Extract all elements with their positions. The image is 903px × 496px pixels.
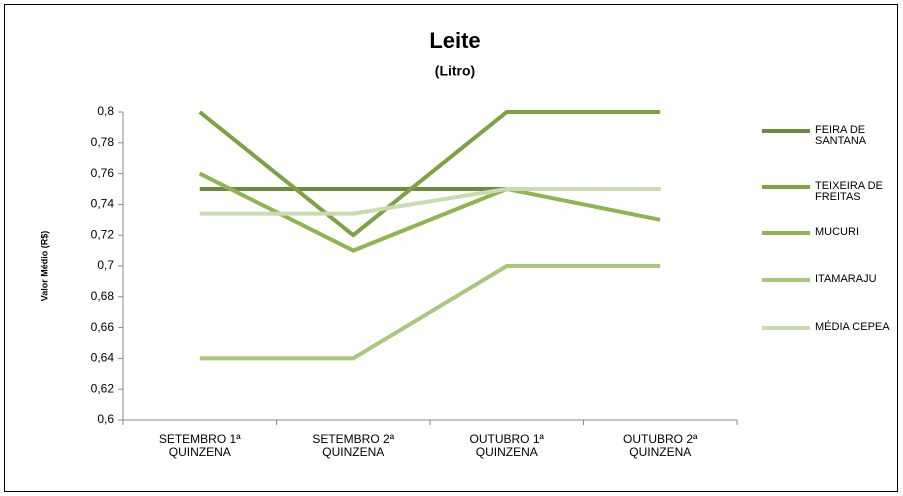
y-tick-label: 0,74 xyxy=(91,197,115,211)
series-line xyxy=(199,187,661,216)
y-tick-label: 0,78 xyxy=(91,135,115,149)
legend-label: FEIRA DE SANTANA xyxy=(815,124,867,147)
series-line xyxy=(199,264,661,361)
y-tick-label: 0,7 xyxy=(97,258,114,272)
chart-border xyxy=(4,4,898,492)
x-tick-label: OUTUBRO 1ª QUINZENA xyxy=(469,432,544,459)
chart-subtitle: (Litro) xyxy=(435,63,475,79)
y-tick-label: 0,72 xyxy=(91,227,115,241)
y-tick-label: 0,64 xyxy=(91,351,115,365)
legend-label: ITAMARAJU xyxy=(815,273,877,285)
y-tick-label: 0,62 xyxy=(91,381,115,395)
y-tick-label: 0,6 xyxy=(97,412,114,426)
series-line xyxy=(198,110,661,238)
legend-label: MUCURI xyxy=(815,226,859,238)
y-tick-label: 0,76 xyxy=(91,166,115,180)
legend-label: TEIXEIRA DE FREITAS xyxy=(815,180,883,203)
y-axis-label: Valor Médio (R$) xyxy=(39,231,49,302)
x-tick-label: SETEMBRO 2ª QUINZENA xyxy=(312,432,395,459)
x-tick-label: SETEMBRO 1ª QUINZENA xyxy=(158,432,241,459)
chart-title: Leite xyxy=(429,28,480,53)
legend-label: MÉDIA CEPEA xyxy=(815,321,890,333)
x-tick-label: OUTUBRO 2ª QUINZENA xyxy=(623,432,698,459)
y-tick-label: 0,66 xyxy=(91,320,115,334)
y-tick-label: 0,8 xyxy=(97,104,114,118)
y-tick-label: 0,68 xyxy=(91,289,115,303)
